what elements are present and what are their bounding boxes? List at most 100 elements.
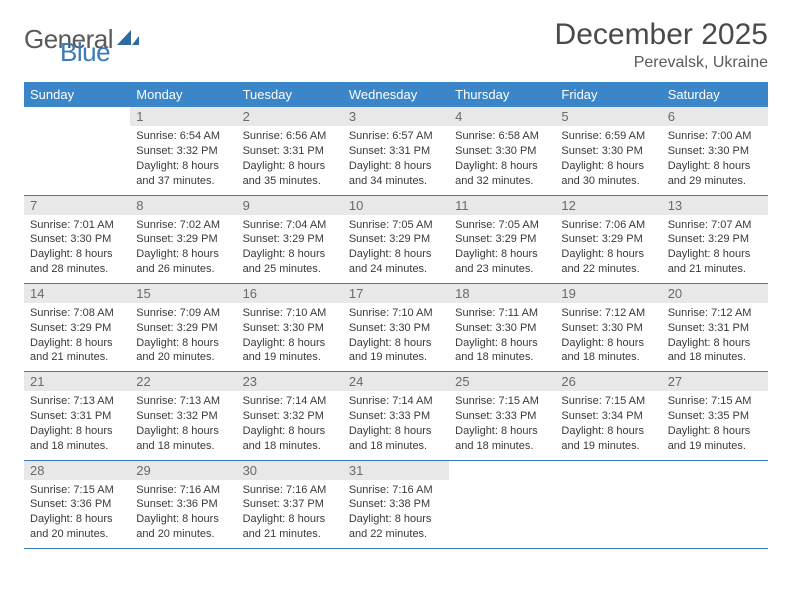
day-number: 26	[555, 372, 661, 391]
day-number: 18	[449, 284, 555, 303]
day-number: 31	[343, 461, 449, 480]
calendar-day-cell	[449, 460, 555, 548]
day-number: 7	[24, 196, 130, 215]
calendar-day-cell: 23Sunrise: 7:14 AM Sunset: 3:32 PM Dayli…	[237, 372, 343, 460]
calendar-day-cell: 5Sunrise: 6:59 AM Sunset: 3:30 PM Daylig…	[555, 107, 661, 195]
day-number: 5	[555, 107, 661, 126]
day-details: Sunrise: 6:58 AM Sunset: 3:30 PM Dayligh…	[449, 126, 555, 194]
day-details: Sunrise: 6:57 AM Sunset: 3:31 PM Dayligh…	[343, 126, 449, 194]
weekday-header: Tuesday	[237, 82, 343, 107]
title-block: December 2025 Perevalsk, Ukraine	[555, 18, 768, 72]
calendar-day-cell: 9Sunrise: 7:04 AM Sunset: 3:29 PM Daylig…	[237, 195, 343, 283]
day-number: 27	[662, 372, 768, 391]
day-details: Sunrise: 7:05 AM Sunset: 3:29 PM Dayligh…	[343, 215, 449, 283]
day-details: Sunrise: 6:54 AM Sunset: 3:32 PM Dayligh…	[130, 126, 236, 194]
day-details: Sunrise: 7:13 AM Sunset: 3:31 PM Dayligh…	[24, 391, 130, 459]
day-number: 21	[24, 372, 130, 391]
logo-sail-icon	[117, 27, 139, 52]
day-details	[662, 465, 768, 474]
weekday-header: Saturday	[662, 82, 768, 107]
day-number: 14	[24, 284, 130, 303]
header: General Blue December 2025 Perevalsk, Uk…	[24, 18, 768, 72]
calendar-week-row: 21Sunrise: 7:13 AM Sunset: 3:31 PM Dayli…	[24, 372, 768, 460]
calendar-day-cell: 2Sunrise: 6:56 AM Sunset: 3:31 PM Daylig…	[237, 107, 343, 195]
weekday-header: Friday	[555, 82, 661, 107]
calendar-day-cell: 8Sunrise: 7:02 AM Sunset: 3:29 PM Daylig…	[130, 195, 236, 283]
calendar-day-cell: 28Sunrise: 7:15 AM Sunset: 3:36 PM Dayli…	[24, 460, 130, 548]
calendar-day-cell: 21Sunrise: 7:13 AM Sunset: 3:31 PM Dayli…	[24, 372, 130, 460]
day-details: Sunrise: 7:02 AM Sunset: 3:29 PM Dayligh…	[130, 215, 236, 283]
calendar-day-cell: 26Sunrise: 7:15 AM Sunset: 3:34 PM Dayli…	[555, 372, 661, 460]
calendar-day-cell: 25Sunrise: 7:15 AM Sunset: 3:33 PM Dayli…	[449, 372, 555, 460]
day-number: 20	[662, 284, 768, 303]
day-details	[449, 465, 555, 474]
day-details: Sunrise: 7:15 AM Sunset: 3:34 PM Dayligh…	[555, 391, 661, 459]
day-number: 15	[130, 284, 236, 303]
weekday-header: Sunday	[24, 82, 130, 107]
day-details: Sunrise: 7:15 AM Sunset: 3:33 PM Dayligh…	[449, 391, 555, 459]
day-number: 19	[555, 284, 661, 303]
calendar-day-cell	[555, 460, 661, 548]
calendar-day-cell: 11Sunrise: 7:05 AM Sunset: 3:29 PM Dayli…	[449, 195, 555, 283]
day-number: 25	[449, 372, 555, 391]
weekday-header: Wednesday	[343, 82, 449, 107]
day-number: 24	[343, 372, 449, 391]
day-details: Sunrise: 7:08 AM Sunset: 3:29 PM Dayligh…	[24, 303, 130, 371]
day-number: 4	[449, 107, 555, 126]
day-details: Sunrise: 7:14 AM Sunset: 3:33 PM Dayligh…	[343, 391, 449, 459]
day-details: Sunrise: 7:05 AM Sunset: 3:29 PM Dayligh…	[449, 215, 555, 283]
day-number: 23	[237, 372, 343, 391]
weekday-header: Thursday	[449, 82, 555, 107]
calendar-table: Sunday Monday Tuesday Wednesday Thursday…	[24, 82, 768, 549]
calendar-day-cell	[24, 107, 130, 195]
day-details: Sunrise: 7:11 AM Sunset: 3:30 PM Dayligh…	[449, 303, 555, 371]
day-number: 22	[130, 372, 236, 391]
calendar-day-cell: 17Sunrise: 7:10 AM Sunset: 3:30 PM Dayli…	[343, 283, 449, 371]
day-details: Sunrise: 7:15 AM Sunset: 3:35 PM Dayligh…	[662, 391, 768, 459]
day-number: 1	[130, 107, 236, 126]
calendar-day-cell: 22Sunrise: 7:13 AM Sunset: 3:32 PM Dayli…	[130, 372, 236, 460]
day-details: Sunrise: 6:56 AM Sunset: 3:31 PM Dayligh…	[237, 126, 343, 194]
calendar-day-cell	[662, 460, 768, 548]
calendar-day-cell: 19Sunrise: 7:12 AM Sunset: 3:30 PM Dayli…	[555, 283, 661, 371]
day-number: 10	[343, 196, 449, 215]
day-number: 30	[237, 461, 343, 480]
day-number: 13	[662, 196, 768, 215]
day-details: Sunrise: 7:10 AM Sunset: 3:30 PM Dayligh…	[237, 303, 343, 371]
day-details: Sunrise: 7:12 AM Sunset: 3:31 PM Dayligh…	[662, 303, 768, 371]
day-number: 11	[449, 196, 555, 215]
day-details: Sunrise: 7:01 AM Sunset: 3:30 PM Dayligh…	[24, 215, 130, 283]
day-details: Sunrise: 7:09 AM Sunset: 3:29 PM Dayligh…	[130, 303, 236, 371]
day-number: 6	[662, 107, 768, 126]
calendar-day-cell: 27Sunrise: 7:15 AM Sunset: 3:35 PM Dayli…	[662, 372, 768, 460]
calendar-day-cell: 10Sunrise: 7:05 AM Sunset: 3:29 PM Dayli…	[343, 195, 449, 283]
calendar-day-cell: 1Sunrise: 6:54 AM Sunset: 3:32 PM Daylig…	[130, 107, 236, 195]
calendar-day-cell: 20Sunrise: 7:12 AM Sunset: 3:31 PM Dayli…	[662, 283, 768, 371]
day-details: Sunrise: 7:13 AM Sunset: 3:32 PM Dayligh…	[130, 391, 236, 459]
day-number: 8	[130, 196, 236, 215]
calendar-day-cell: 30Sunrise: 7:16 AM Sunset: 3:37 PM Dayli…	[237, 460, 343, 548]
day-number: 17	[343, 284, 449, 303]
calendar-body: 1Sunrise: 6:54 AM Sunset: 3:32 PM Daylig…	[24, 107, 768, 549]
day-details: Sunrise: 6:59 AM Sunset: 3:30 PM Dayligh…	[555, 126, 661, 194]
calendar-day-cell: 24Sunrise: 7:14 AM Sunset: 3:33 PM Dayli…	[343, 372, 449, 460]
logo-text-part2: Blue	[60, 37, 110, 67]
day-details: Sunrise: 7:16 AM Sunset: 3:37 PM Dayligh…	[237, 480, 343, 548]
day-number: 12	[555, 196, 661, 215]
calendar-day-cell: 15Sunrise: 7:09 AM Sunset: 3:29 PM Dayli…	[130, 283, 236, 371]
day-details: Sunrise: 7:15 AM Sunset: 3:36 PM Dayligh…	[24, 480, 130, 548]
weekday-header: Monday	[130, 82, 236, 107]
calendar-day-cell: 4Sunrise: 6:58 AM Sunset: 3:30 PM Daylig…	[449, 107, 555, 195]
day-number: 2	[237, 107, 343, 126]
day-number: 3	[343, 107, 449, 126]
calendar-header-row: Sunday Monday Tuesday Wednesday Thursday…	[24, 82, 768, 107]
day-details: Sunrise: 7:00 AM Sunset: 3:30 PM Dayligh…	[662, 126, 768, 194]
calendar-day-cell: 29Sunrise: 7:16 AM Sunset: 3:36 PM Dayli…	[130, 460, 236, 548]
calendar-day-cell: 7Sunrise: 7:01 AM Sunset: 3:30 PM Daylig…	[24, 195, 130, 283]
calendar-week-row: 7Sunrise: 7:01 AM Sunset: 3:30 PM Daylig…	[24, 195, 768, 283]
day-details	[24, 111, 130, 120]
day-details: Sunrise: 7:14 AM Sunset: 3:32 PM Dayligh…	[237, 391, 343, 459]
day-number: 16	[237, 284, 343, 303]
calendar-day-cell: 6Sunrise: 7:00 AM Sunset: 3:30 PM Daylig…	[662, 107, 768, 195]
day-details	[555, 465, 661, 474]
